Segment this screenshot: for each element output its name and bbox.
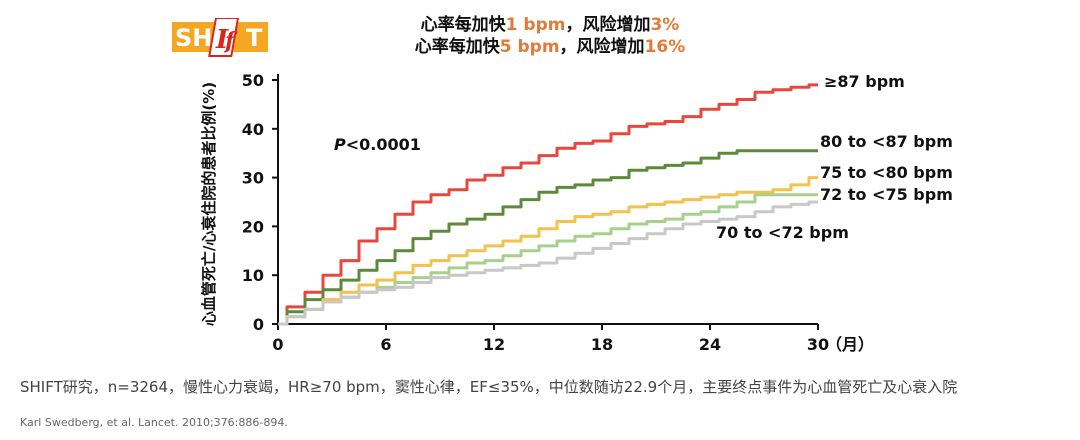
logo-letter-f: f (223, 28, 238, 54)
logo-letters-left: SH (175, 24, 212, 52)
series-label-2: 75 to <80 bpm (820, 163, 953, 182)
header-line-2-hr: 5 bpm (499, 37, 560, 57)
x-tick-label: 6 (380, 335, 391, 354)
series-line-1 (278, 149, 818, 326)
header-line-2-risk: 16% (644, 37, 686, 57)
logo-letter-t: T (246, 24, 263, 52)
logo-letter-i: I (215, 25, 229, 55)
km-chart: 0 10 20 30 40 50 0 6 12 18 24 30 ≥87 bpm 80 to <87 b… (200, 71, 953, 354)
series-label-1: 80 to <87 bpm (820, 132, 953, 151)
x-tick-label: 0 (272, 335, 283, 354)
y-tick-label: 30 (242, 169, 264, 188)
citation: Karl Swedberg, et al. Lancet. 2010;376:8… (20, 416, 288, 429)
series-label-0: ≥87 bpm (824, 72, 905, 91)
chart-series-lines (278, 83, 818, 326)
header-line-1-hr: 1 bpm (505, 15, 566, 35)
chart-header: 心率每加快1 bpm，风险增加3% 心率每加快5 bpm，风险增加16% (300, 14, 800, 58)
p-value: P<0.0001 (334, 135, 421, 154)
header-line-2-mid: ，风险增加 (559, 37, 645, 57)
logo-mid-box (208, 18, 240, 57)
y-tick-label: 40 (242, 120, 264, 139)
x-tick-label: 30 (807, 335, 829, 354)
y-axis-label: 心血管死亡/心衰住院的患者比例(%) (200, 82, 218, 326)
y-tick-label: 20 (242, 217, 264, 236)
header-line-1-mid: ，风险增加 (565, 15, 651, 35)
series-line-4 (278, 200, 818, 326)
header-line-1-prefix: 心率每加快 (420, 15, 506, 35)
x-tick-label: 18 (591, 335, 613, 354)
y-tick-label: 0 (253, 315, 264, 334)
p-value-rest: <0.0001 (346, 135, 421, 154)
series-line-2 (278, 176, 818, 326)
header-line-1: 心率每加快1 bpm，风险增加3% (300, 14, 800, 36)
header-line-1-risk: 3% (650, 15, 680, 35)
study-caption: SHIFT研究，n=3264，慢性心力衰竭，HR≥70 bpm，窦性心律，EF≤… (20, 378, 958, 396)
x-axis-label: （月） (826, 335, 874, 354)
y-tick-label: 50 (242, 71, 264, 90)
header-line-2-prefix: 心率每加快 (414, 37, 500, 57)
series-label-3: 72 to <75 bpm (820, 185, 953, 204)
shift-logo: SH I f T (172, 18, 268, 57)
header-line-2: 心率每加快5 bpm，风险增加16% (300, 36, 800, 58)
y-tick-label: 10 (242, 266, 264, 285)
series-label-4: 70 to <72 bpm (716, 223, 849, 242)
series-line-0 (278, 83, 818, 326)
p-value-letter: P (334, 135, 346, 154)
x-tick-label: 24 (699, 335, 721, 354)
chart-series-labels: ≥87 bpm 80 to <87 bpm 75 to <80 bpm 72 to <… (716, 72, 953, 242)
chart-axes: 0 10 20 30 40 50 0 6 12 18 24 30 (242, 71, 829, 354)
x-tick-label: 12 (483, 335, 505, 354)
